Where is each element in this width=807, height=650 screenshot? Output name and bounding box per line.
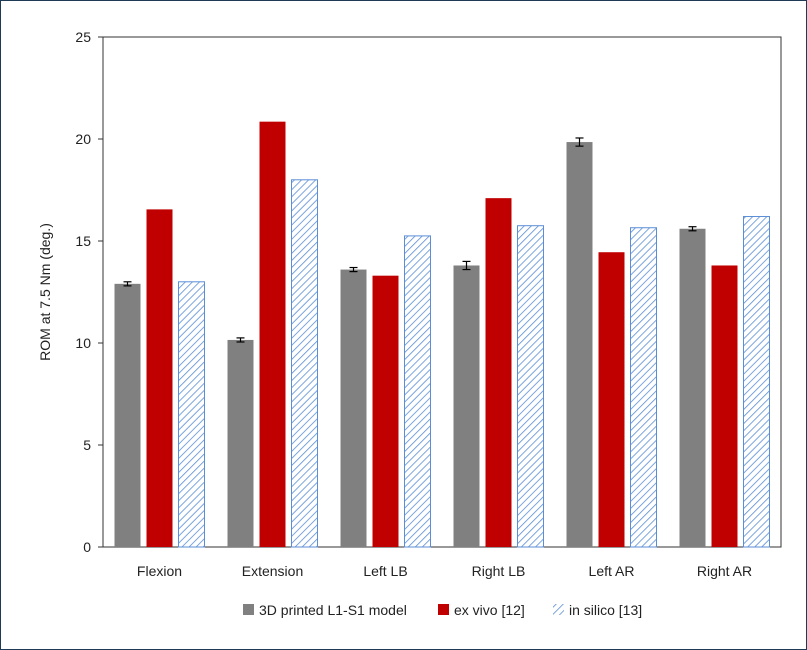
y-tick-label: 10	[75, 335, 91, 351]
x-axis: Flexion Extension Left LB Right LB Left AR Ri…	[137, 563, 752, 579]
y-tick-label: 0	[83, 539, 91, 555]
y-tick-label: 20	[75, 131, 91, 147]
legend-swatch	[553, 604, 564, 615]
x-tick-label: Left LB	[363, 563, 407, 579]
x-tick-label: Flexion	[137, 563, 182, 579]
bar-in-silico-13	[178, 281, 205, 548]
bar-3d-printed-l1-s1-model	[114, 283, 141, 547]
bar-ex-vivo-12	[259, 121, 286, 547]
y-tick-label: 25	[75, 29, 91, 45]
bar-3d-printed-l1-s1-model	[679, 228, 706, 547]
bar-ex-vivo-12	[598, 252, 625, 547]
legend-label: ex vivo [12]	[454, 602, 525, 618]
legend-swatch	[438, 604, 449, 615]
bar-in-silico-13	[630, 227, 657, 548]
y-tick-label: 15	[75, 233, 91, 249]
bar-3d-printed-l1-s1-model	[453, 265, 480, 547]
bar-3d-printed-l1-s1-model	[227, 339, 254, 547]
x-tick-label: Right AR	[697, 563, 752, 579]
legend: 3D printed L1-S1 model ex vivo [12] in sil…	[243, 602, 642, 618]
legend-label: 3D printed L1-S1 model	[259, 602, 407, 618]
bars-group	[114, 121, 770, 548]
bar-ex-vivo-12	[485, 198, 512, 547]
bar-in-silico-13	[404, 235, 431, 548]
x-tick-label: Extension	[242, 563, 303, 579]
bar-3d-printed-l1-s1-model	[566, 142, 593, 547]
bar-3d-printed-l1-s1-model	[340, 269, 367, 547]
bar-ex-vivo-12	[146, 209, 173, 547]
y-axis-label: ROM at 7.5 Nm (deg.)	[37, 223, 53, 361]
legend-label: in silico [13]	[569, 602, 642, 618]
bar-in-silico-13	[743, 216, 770, 548]
bar-ex-vivo-12	[372, 275, 399, 547]
bar-in-silico-13	[517, 225, 544, 548]
x-tick-label: Right LB	[472, 563, 526, 579]
x-tick-label: Left AR	[589, 563, 635, 579]
plot-area	[102, 36, 782, 548]
bar-ex-vivo-12	[711, 265, 738, 547]
bar-in-silico-13	[291, 179, 318, 548]
y-axis: 0 5 10 15 20 25	[75, 29, 103, 555]
y-tick-label: 5	[83, 437, 91, 453]
legend-swatch	[243, 604, 254, 615]
